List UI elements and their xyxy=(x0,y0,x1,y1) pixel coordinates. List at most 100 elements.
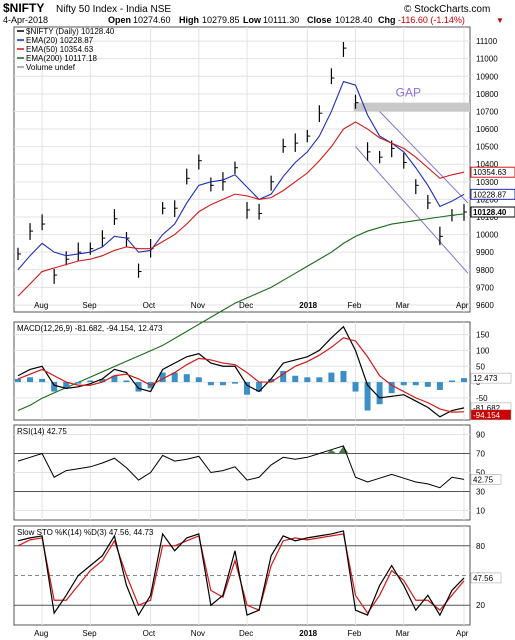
macd-histogram-bar xyxy=(183,374,190,383)
price-y-tick-label: 9600 xyxy=(476,301,494,310)
macd-histogram-bar xyxy=(256,382,263,392)
month-tick-label: Nov xyxy=(191,629,205,638)
sto-value-tag-label: 47.56 xyxy=(473,574,494,583)
month-tick-label: Mar xyxy=(396,629,410,638)
macd-histogram-bar xyxy=(39,378,46,383)
wedge-upper-line xyxy=(379,111,469,204)
macd-y-tick-label: 150 xyxy=(476,331,490,340)
index-name: Nifty 50 Index - India NSE xyxy=(56,4,171,15)
high-label: High xyxy=(179,15,199,25)
axis-labels: Aug Aug Sep Sep Oct Oct Nov Nov Dec Dec 2018 2018 Fe… xyxy=(17,27,515,638)
macd-value-tag-label: -94.154 xyxy=(473,411,501,420)
legend-entry: Volume undef xyxy=(26,63,76,72)
rsi-overbought-fill xyxy=(326,449,337,454)
macd-histogram-bar xyxy=(27,377,34,383)
low-value: 10111.30 xyxy=(263,15,299,25)
macd-histogram-bar xyxy=(448,380,455,383)
legend-entry: EMA(200) 10117.18 xyxy=(26,54,98,63)
macd-panel-frame xyxy=(13,321,471,421)
macd-line xyxy=(17,325,465,418)
macd-value-tag-label: 12.473 xyxy=(473,374,498,383)
macd-histogram-bar xyxy=(424,382,431,387)
month-tick-label: Apr xyxy=(456,301,469,310)
price-value-tag-label: 10354.63 xyxy=(473,168,507,177)
macd-histogram-bar xyxy=(340,371,347,383)
price-y-tick-label: 10400 xyxy=(476,160,499,169)
symbol-title: $NIFTY xyxy=(3,1,44,15)
legend-entry: EMA(50) 10354.63 xyxy=(26,45,94,54)
price-value-tag xyxy=(470,166,515,178)
macd-histogram-bar xyxy=(51,382,58,392)
price-y-tick-label: 10500 xyxy=(476,143,499,152)
price-value-tag-label: 10128.40 xyxy=(473,208,507,217)
chg-arrow-icon: ▼ xyxy=(496,16,504,25)
month-tick-label: Mar xyxy=(396,301,410,310)
macd-y-tick-label: -50 xyxy=(476,394,488,403)
rsi-value-tag-label: 42.75 xyxy=(473,475,494,484)
macd-histogram-bar xyxy=(376,382,383,405)
close-label: Close xyxy=(307,15,332,25)
price-value-tag xyxy=(470,188,515,200)
price-value-tag-label: 10228.87 xyxy=(473,190,507,199)
macd-histogram-bar xyxy=(171,372,178,383)
price-panel-frame xyxy=(13,26,471,313)
month-tick-label: Sep xyxy=(82,301,97,310)
rsi-value-tag xyxy=(470,474,502,485)
source-label: © StockCharts.com xyxy=(404,4,490,15)
price-value-tag xyxy=(470,206,515,218)
month-tick-label: Aug xyxy=(34,301,48,310)
price-y-tick-label: 11100 xyxy=(476,37,498,46)
month-tick-label: Aug xyxy=(34,629,48,638)
price-y-tick-label: 10700 xyxy=(476,107,499,116)
price-y-tick-label: 10300 xyxy=(476,178,499,187)
macd-histogram-bar xyxy=(316,377,323,383)
date-label: 4-Apr-2018 xyxy=(3,15,48,25)
macd-value-tag xyxy=(470,372,512,384)
rsi-y-tick-label: 10 xyxy=(476,507,485,516)
legend-entry: EMA(20) 10228.87 xyxy=(26,36,94,45)
macd-histogram-bar xyxy=(75,382,82,384)
open-label: Open xyxy=(108,15,131,25)
macd-histogram-bar xyxy=(436,382,443,390)
month-tick-label: Feb xyxy=(348,629,362,638)
macd-histogram-bar xyxy=(268,378,275,383)
macd-histogram-bar xyxy=(364,382,371,411)
rsi-line xyxy=(17,445,465,489)
macd-value-tag-label: -81.682 xyxy=(473,404,501,413)
low-label: Low xyxy=(243,15,262,25)
macd-histogram-bar xyxy=(111,375,118,383)
macd-histogram-bar xyxy=(244,382,251,395)
price-y-tick-label: 10200 xyxy=(476,195,499,204)
macd-histogram-bar xyxy=(461,378,467,383)
macd-histogram-bar xyxy=(195,377,202,383)
macd-histogram-bar xyxy=(304,377,311,383)
price-y-tick-label: 9800 xyxy=(476,266,494,275)
rsi-y-tick-label: 70 xyxy=(476,450,485,459)
month-tick-label: Oct xyxy=(143,301,156,310)
rsi-y-tick-label: 90 xyxy=(476,431,485,440)
ema50-line xyxy=(17,121,465,297)
macd-histogram-bar xyxy=(87,380,94,383)
rsi-y-tick-label: 30 xyxy=(476,488,485,497)
price-y-tick-label: 9900 xyxy=(476,248,494,257)
macd-y-tick-label: 50 xyxy=(476,362,485,371)
macd-histogram-bar xyxy=(400,382,407,386)
gap-zone xyxy=(353,102,470,112)
gap-annotation: GAP xyxy=(396,86,421,100)
sto-y-tick-label: 20 xyxy=(476,601,485,610)
month-tick-label: Feb xyxy=(348,301,362,310)
high-value: 10279.85 xyxy=(202,15,240,25)
macd-histogram-bar xyxy=(123,380,130,383)
macd-histogram-bar xyxy=(207,382,214,386)
month-tick-label: Nov xyxy=(191,301,205,310)
macd-histogram-bar xyxy=(15,378,21,383)
month-tick-label: Oct xyxy=(143,629,156,638)
macd-histogram-bar xyxy=(135,382,142,392)
price-y-tick-label: 11000 xyxy=(476,55,498,64)
macd-histogram-bar xyxy=(280,371,287,383)
chg-value: -116.60 (-1.14%) xyxy=(398,15,465,25)
ema200-line xyxy=(17,213,465,412)
macd-y-tick-label: 100 xyxy=(476,346,490,355)
macd-histogram-bar xyxy=(352,382,359,392)
month-tick-label: 2018 xyxy=(299,629,317,638)
